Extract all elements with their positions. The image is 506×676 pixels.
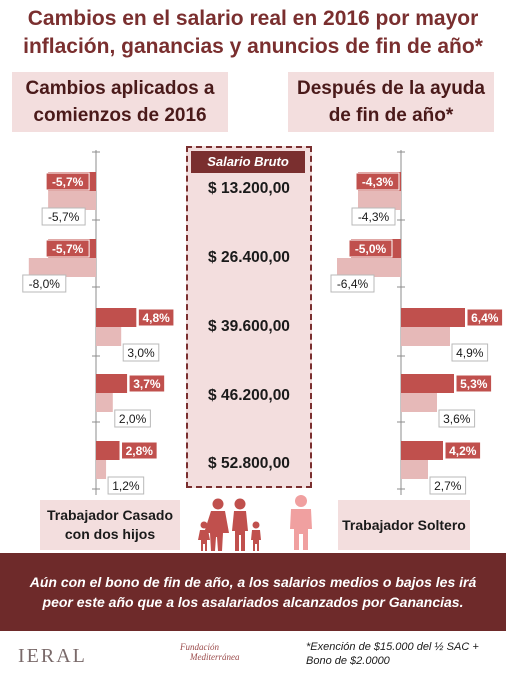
salary-value: $ 52.800,00 xyxy=(208,455,290,472)
svg-text:-4,3%: -4,3% xyxy=(362,175,394,189)
ieral-logo: IERAL xyxy=(18,645,87,667)
bar-light xyxy=(401,393,437,412)
svg-text:4,9%: 4,9% xyxy=(456,346,484,360)
bar-light xyxy=(28,258,96,277)
data-label: 2,0% xyxy=(114,409,151,428)
data-label: 1,2% xyxy=(107,476,145,495)
svg-text:-5,7%: -5,7% xyxy=(48,210,80,224)
bar-light xyxy=(358,191,401,210)
single-worker-label: Trabajador Soltero xyxy=(338,500,470,550)
bar-light xyxy=(48,191,96,210)
data-label: -5,0% xyxy=(348,239,393,258)
left-bar-chart: -5,7% -5,7% 4,8% 3,7% 2,8% -5,7% -8,0% 3,0% 2,0%… xyxy=(22,150,175,495)
bar-dark xyxy=(401,308,465,327)
salary-value: $ 26.400,00 xyxy=(208,249,290,266)
data-label: -6,4% xyxy=(330,274,375,293)
svg-text:3,6%: 3,6% xyxy=(443,412,471,426)
data-label: -4,3% xyxy=(355,172,400,191)
data-label: 4,9% xyxy=(451,343,489,362)
svg-text:2,0%: 2,0% xyxy=(119,412,147,426)
bar-dark xyxy=(96,441,120,460)
svg-text:-5,7%: -5,7% xyxy=(52,175,84,189)
svg-text:4,8%: 4,8% xyxy=(142,311,170,325)
person-icon xyxy=(290,495,312,550)
bar-light xyxy=(401,460,428,479)
data-label: 2,7% xyxy=(429,476,467,495)
svg-text:-5,0%: -5,0% xyxy=(355,242,387,256)
svg-text:4,2%: 4,2% xyxy=(449,444,477,458)
svg-text:-6,4%: -6,4% xyxy=(337,277,369,291)
bar-light xyxy=(96,460,107,479)
footnote: *Exención de $15.000 del ½ SAC + Bono de… xyxy=(306,641,479,667)
svg-text:-8,0%: -8,0% xyxy=(29,277,61,291)
bar-dark xyxy=(401,441,443,460)
svg-text:5,3%: 5,3% xyxy=(460,377,488,391)
data-label: 6,4% xyxy=(466,308,504,327)
svg-text:-4,3%: -4,3% xyxy=(358,210,390,224)
bar-dark xyxy=(401,374,454,393)
married-worker-label: Trabajador Casado con dos hijos xyxy=(40,500,180,550)
data-label: 4,2% xyxy=(444,441,482,460)
bar-dark xyxy=(96,308,137,327)
svg-text:3,7%: 3,7% xyxy=(133,377,161,391)
salary-value: $ 39.600,00 xyxy=(208,318,290,335)
salary-value: $ 46.200,00 xyxy=(208,387,290,404)
left-panel-title: Cambios aplicados a comienzos de 2016 xyxy=(12,72,228,132)
data-label: 2,8% xyxy=(121,441,158,460)
svg-text:1,2%: 1,2% xyxy=(112,479,140,493)
right-bar-chart: -4,3% -5,0% 6,4% 5,3% 4,2% -4,3% -6,4% 4,9% 3,6%… xyxy=(330,150,504,495)
svg-text:-5,7%: -5,7% xyxy=(52,242,84,256)
bar-light xyxy=(96,393,113,412)
svg-text:2,8%: 2,8% xyxy=(126,444,154,458)
data-label: -8,0% xyxy=(22,274,67,293)
data-label: 3,7% xyxy=(128,374,166,393)
bar-light xyxy=(96,327,122,346)
bar-light xyxy=(337,258,401,277)
data-label: 4,8% xyxy=(137,308,175,327)
data-label: -5,7% xyxy=(41,207,86,226)
data-label: -4,3% xyxy=(351,207,396,226)
right-panel-title: Después de la ayuda de fin de año* xyxy=(288,72,494,132)
bar-light xyxy=(401,327,450,346)
bar-dark xyxy=(96,374,128,393)
salario-bruto-box xyxy=(186,146,312,488)
data-label: 5,3% xyxy=(455,374,493,393)
conclusion-banner: Aún con el bono de fin de año, a los sal… xyxy=(0,553,506,631)
data-label: 3,6% xyxy=(438,409,476,428)
svg-text:3,0%: 3,0% xyxy=(127,346,155,360)
data-label: 3,0% xyxy=(122,343,160,362)
salary-value: $ 13.200,00 xyxy=(208,180,290,197)
page-title: Cambios en el salario real en 2016 por m… xyxy=(23,7,483,58)
data-label: -5,7% xyxy=(45,172,90,191)
svg-text:2,7%: 2,7% xyxy=(434,479,462,493)
salario-bruto-header: Salario Bruto xyxy=(191,151,305,173)
svg-text:6,4%: 6,4% xyxy=(471,311,499,325)
fundacion-mediterranea-logo: Fundación Mediterránea xyxy=(180,642,240,662)
family-icon xyxy=(198,498,261,551)
data-label: -5,7% xyxy=(45,239,90,258)
